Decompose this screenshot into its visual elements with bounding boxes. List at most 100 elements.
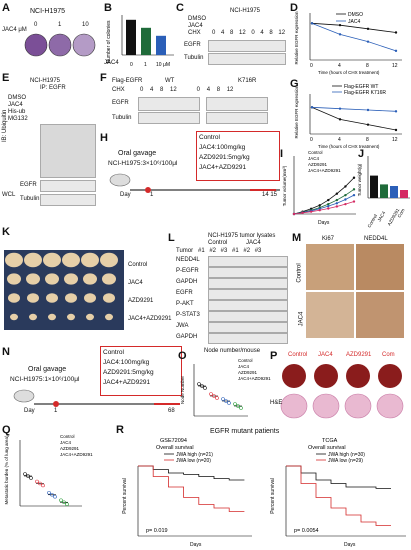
panel-e-row-hisub: His-ub (8, 109, 26, 115)
panel-m-row-jac4: JAC4 (298, 311, 305, 327)
point-chart-d-lines-1-1 (338, 33, 342, 36)
panel-p-col-0: Control (288, 352, 308, 358)
chart-d-xtick-8: 8 (366, 63, 369, 69)
panel-f-flag: Flag-EGFR (112, 78, 143, 84)
lung-gross-0 (282, 364, 306, 388)
chart-r-left-legend-0: JWA high (n=21) (176, 452, 213, 458)
point-chart-i-lines-1-5 (335, 198, 339, 202)
chart-j-cat-3: Com (397, 208, 406, 219)
panel-m-col-nedd4l: NEDD4L (364, 236, 388, 242)
panel-l-tumor: Tumor (176, 248, 194, 254)
panel-k-row-0: Control (128, 262, 148, 268)
panel-e-ib: IB: Ubiquitin (2, 109, 8, 142)
panel-c-row-dmso: DMSO (188, 16, 206, 22)
panel-c-cell-line: NCI-H1975 (230, 8, 261, 14)
point-chart-i-lines-0-3 (318, 204, 321, 207)
tumor-3-2 (48, 313, 56, 321)
tumor-3-3 (67, 313, 75, 321)
chart-r-left: GSE72094 Overall survival Percent surviv… (122, 438, 252, 548)
panel-n-d2: 68 (168, 408, 175, 414)
chart-i-ylabel: Tumor volume(mm³) (282, 165, 287, 206)
chart-r-right-title: TCGA (322, 438, 338, 444)
panel-k-row-1: JAC4 (128, 280, 143, 286)
blot-f-wt-tubulin (138, 112, 200, 124)
tumor-0-0 (5, 252, 23, 268)
tumor-2-1 (27, 293, 39, 303)
tumor-3-0 (10, 313, 18, 321)
chart-o-legend-0: Control (238, 358, 253, 363)
tumor-2-2 (46, 293, 58, 303)
point-chart-d-lines-1-0 (310, 22, 314, 25)
chart-g-legend-wt: Flag-EGFR WT (344, 84, 378, 90)
panel-l-protein-7: GAPDH (176, 334, 198, 340)
tumor-2-5 (103, 293, 115, 303)
chart-i-legend-2: AZD9291 (308, 162, 328, 167)
panel-label-f: F (100, 72, 107, 84)
panel-n-treatment-box: Control JAC4:100mg/kg AZD9291:5mg/kg JAC… (100, 346, 182, 396)
chart-b-x1: 1 (144, 62, 147, 68)
chart-r-left-subtitle: Overall survival (156, 445, 194, 451)
chart-b-x2: 10 μM (156, 62, 170, 68)
lung-he-2 (344, 393, 372, 419)
panel-label-g: G (290, 78, 299, 90)
point-chart-g-lines-1-1 (338, 107, 342, 110)
point-chart-d-lines-0-2 (366, 27, 370, 31)
bar-b-1 (141, 27, 151, 55)
panel-label-m: M (292, 232, 302, 244)
point-chart-i-lines-3-2 (309, 210, 313, 213)
tumor-0-3 (62, 252, 80, 268)
dot-chart-o-dots-1-0 (209, 392, 213, 396)
panel-c-times: 0 4 8 12 0 4 8 12 (212, 30, 286, 36)
lung-he-0 (280, 393, 308, 419)
panel-n-day: Day (24, 408, 35, 414)
panel-label-k: K (2, 226, 10, 238)
panel-l-protein-3: EGFR (176, 290, 193, 296)
tumor-1-1 (26, 273, 40, 285)
dot-chart-q-dots-2-1 (50, 492, 54, 497)
chart-r-right-p: p= 0.0054 (294, 528, 319, 534)
chart-r-left-ylabel: Percent survival (122, 478, 128, 514)
ihc-control-nedd4l (356, 244, 404, 290)
blot-l-3 (208, 289, 288, 300)
point-chart-i-lines-3-4 (327, 207, 330, 210)
panel-l-protein-1: P-EGFR (176, 268, 199, 274)
tumor-3-4 (86, 313, 94, 321)
chart-g-ylabel: Relative EGFR expression (294, 85, 299, 139)
panel-c-tubulin-label: Tubulin (184, 55, 204, 61)
dot-chart-o-dots-3-1 (236, 404, 240, 408)
chart-b-xlabel: JAC4 (104, 60, 119, 66)
tumor-2-3 (65, 293, 77, 303)
tumor-photos (4, 250, 124, 330)
panel-n-box-2: AZD9291:5mg/kg (103, 369, 154, 376)
point-chart-i-lines-2-4 (327, 204, 330, 208)
dot-chart-q-dots-1-1 (38, 481, 42, 486)
panel-r-header: EGFR mutant patients (210, 428, 280, 435)
blot-f-k716r-tubulin (206, 112, 268, 124)
point-chart-i-lines-1-4 (327, 202, 330, 206)
chart-j-cat-0: Control (367, 213, 379, 228)
panel-h-timeline (109, 173, 280, 193)
chart-r-left-xlabel: Days (190, 542, 202, 548)
panel-h-d1: 1 (150, 192, 154, 198)
panel-label-e: E (2, 72, 10, 84)
point-chart-i-lines-1-7 (352, 188, 356, 191)
chart-o: Node Number Control JAC4 AZD9291 JAC4+AZ… (180, 358, 271, 417)
panel-label-r: R (116, 424, 124, 436)
panel-h-box-0: Control (199, 134, 220, 141)
panel-h-cells: NCI-H1975:3×10⁶/100μl (108, 160, 178, 167)
panel-n-cells: NCI-H1975:1×10⁶/100μl (10, 376, 80, 383)
dot-chart-o-dots-3-0 (233, 402, 237, 406)
panel-n-d1: 1 (54, 408, 58, 414)
point-chart-i-lines-3-7 (352, 200, 356, 203)
chart-r-right-legend-0: JWA high (n=30) (328, 452, 365, 458)
lung-gross-1 (314, 364, 338, 388)
series-chart-d-lines-0 (311, 22, 397, 33)
panel-n-box-3: JAC4+AZD9291 (103, 379, 151, 386)
panel-e-row-dmso: DMSO (8, 95, 26, 101)
chart-g-xtick-0: 0 (310, 137, 313, 143)
dot-chart-o-dots-0-1 (200, 384, 204, 388)
chart-i-legend-3: JAC4+AZD9291 (308, 168, 341, 173)
panel-a-jac4-label: JAC4 μM (2, 27, 27, 33)
panel-m-row-control: Control (296, 263, 303, 283)
lung-gross-2 (346, 364, 370, 388)
